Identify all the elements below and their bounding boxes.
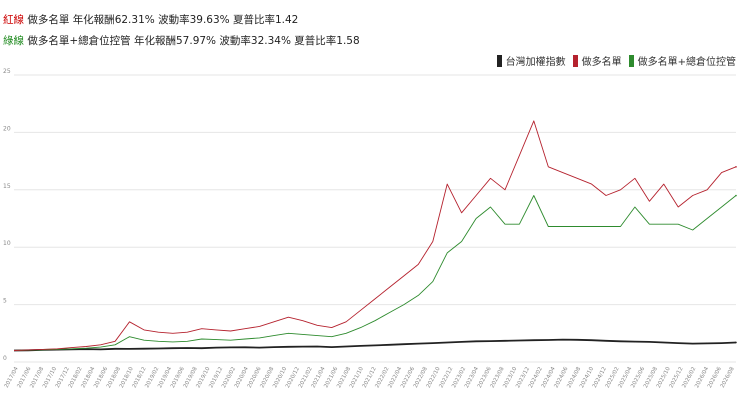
green-vol-label: 波動率 — [219, 35, 251, 47]
green-cagr-label: 年化報酬 — [134, 35, 176, 47]
y-tick-label-15: 15 — [3, 183, 11, 190]
green-strategy-name: 做多名單+總倉位控管 — [27, 35, 131, 47]
legend-item-long-list[interactable]: 做多名單 — [572, 53, 622, 68]
red-vol-value: 39.63% — [189, 14, 230, 26]
green-line-tag: 綠線 — [3, 35, 24, 47]
green-sharpe-label: 夏普比率 — [294, 35, 337, 47]
y-tick-label-0: 0 — [3, 355, 7, 362]
series-line-taiex-end-point — [735, 341, 737, 344]
y-tick-label-5: 5 — [3, 298, 7, 305]
legend-label-long-list: 做多名單 — [581, 57, 622, 68]
stats-red-line: 紅線 做多名單 年化報酬62.31% 波動率39.63% 夏普比率1.42 — [3, 12, 298, 27]
legend-label-taiex: 台灣加權指數 — [505, 57, 566, 68]
red-vol-label: 波動率 — [158, 14, 190, 26]
red-cagr-label: 年化報酬 — [72, 14, 115, 26]
legend-label-long-list-position-control: 做多名單+總倉位控管 — [637, 57, 736, 68]
legend-swatch-taiex — [496, 54, 502, 67]
y-tick-label-20: 20 — [3, 125, 11, 132]
red-sharpe-value: 1.42 — [274, 14, 299, 26]
legend-item-long-list-position-control[interactable]: 做多名單+總倉位控管 — [628, 53, 736, 68]
red-sharpe-label: 夏普比率 — [232, 14, 275, 26]
series-line-long-list-position-control-end-point — [735, 194, 737, 197]
green-cagr-value: 57.97% — [176, 35, 217, 47]
stats-green-line: 綠線 做多名單+總倉位控管 年化報酬57.97% 波動率32.34% 夏普比率1… — [3, 33, 360, 48]
red-strategy-name: 做多名單 — [27, 14, 70, 26]
series-line-taiex — [13, 338, 737, 352]
legend-item-taiex[interactable]: 台灣加權指數 — [496, 53, 566, 68]
red-cagr-value: 62.31% — [114, 14, 155, 26]
y-tick-label-25: 25 — [3, 68, 11, 75]
series-line-long-list-end-point — [735, 166, 737, 168]
green-sharpe-value: 1.58 — [336, 35, 360, 47]
y-tick-label-10: 10 — [3, 240, 11, 247]
legend-swatch-long-list — [572, 54, 578, 67]
chart-legend: 台灣加權指數 做多名單 做多名單+總倉位控管 — [490, 53, 736, 68]
series-line-long-list-position-control — [13, 195, 737, 351]
series-line-long-list — [13, 120, 737, 351]
red-line-tag: 紅線 — [3, 14, 24, 26]
green-vol-value: 32.34% — [250, 35, 291, 47]
legend-swatch-long-list-position-control — [628, 54, 634, 67]
